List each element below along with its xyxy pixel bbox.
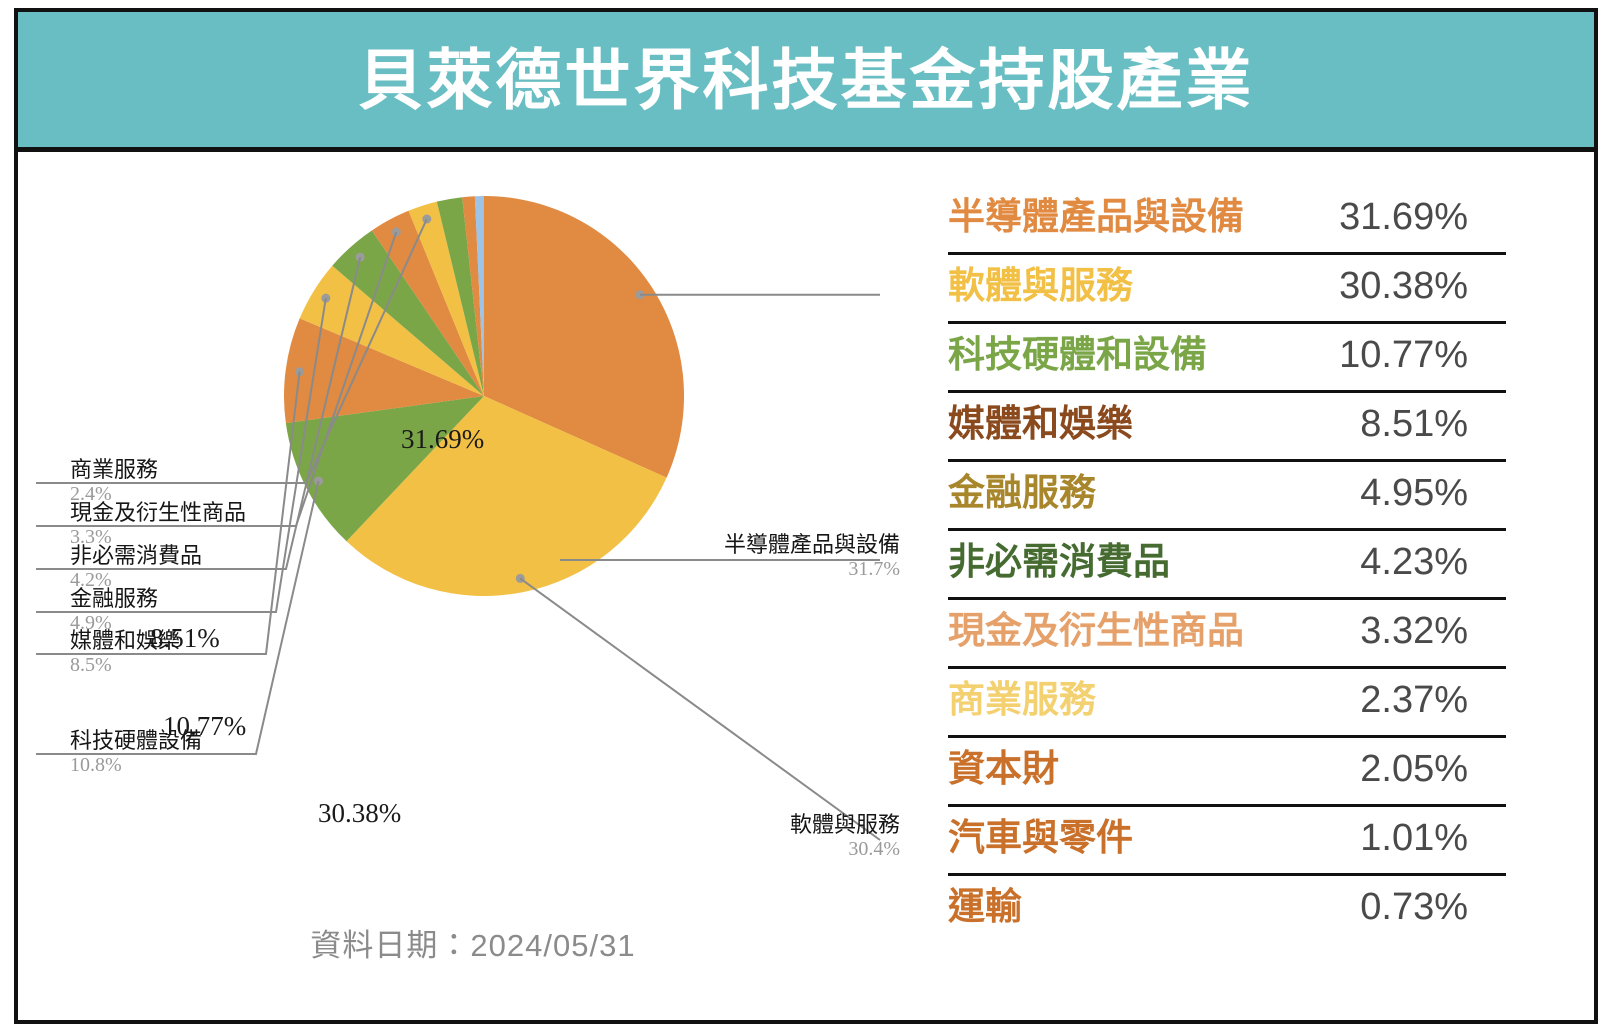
pie-value-label-semiconductors: 31.69% bbox=[401, 424, 485, 454]
pie-slice[interactable] bbox=[285, 396, 484, 542]
callout-financials: 金融服務 4.9% bbox=[70, 586, 158, 636]
legend-row[interactable]: 半導體產品與設備 31.69% bbox=[948, 186, 1506, 255]
pie-slice[interactable] bbox=[484, 196, 685, 478]
pie-chart: 31.69% 30.38% 10.77% 8.51% 半導體產品與設備 31.7… bbox=[18, 158, 928, 958]
legend-percent-value: 4.23% bbox=[1360, 541, 1468, 583]
pie-value-label-media: 8.51% bbox=[150, 623, 220, 653]
pie-slice[interactable] bbox=[299, 265, 484, 396]
legend-percent-value: 2.37% bbox=[1360, 679, 1468, 721]
pie-slice[interactable] bbox=[346, 396, 667, 596]
callout-media: 媒體和娛樂 8.5% bbox=[70, 628, 180, 678]
pie-value-label-software: 30.38% bbox=[318, 798, 402, 828]
callout-label: 商業服務 bbox=[70, 457, 159, 482]
callout-consumer-discretionary: 非必需消費品 4.2% bbox=[70, 543, 202, 593]
legend-row[interactable]: 運輸 0.73% bbox=[948, 876, 1506, 945]
data-date-footer: 資料日期：2024/05/31 bbox=[310, 928, 636, 963]
legend-row[interactable]: 汽車與零件 1.01% bbox=[948, 807, 1506, 876]
callout-label: 半導體產品與設備 bbox=[723, 532, 900, 557]
callout-percent: 31.7% bbox=[848, 557, 900, 580]
callout-percent: 2.4% bbox=[70, 482, 112, 505]
callout-label: 軟體與服務 bbox=[789, 812, 900, 837]
legend-category-label: 非必需消費品 bbox=[948, 541, 1170, 582]
legend-category-label: 資本財 bbox=[948, 748, 1059, 789]
pie-slice[interactable] bbox=[408, 201, 484, 396]
leader-anchor-dot bbox=[422, 214, 432, 224]
legend-row[interactable]: 媒體和娛樂 8.51% bbox=[948, 393, 1506, 462]
title-band: 貝萊德世界科技基金持股產業 bbox=[18, 12, 1594, 152]
leader-line bbox=[36, 371, 301, 655]
legend-percent-value: 30.38% bbox=[1339, 265, 1468, 307]
legend-percent-value: 10.77% bbox=[1339, 334, 1468, 376]
legend-category-label: 科技硬體和設備 bbox=[948, 334, 1207, 375]
legend-category-label: 金融服務 bbox=[948, 472, 1096, 513]
legend-percent-value: 4.95% bbox=[1360, 472, 1468, 514]
pie-slice[interactable] bbox=[462, 196, 484, 396]
leader-line bbox=[36, 218, 428, 484]
pie-slice[interactable] bbox=[371, 210, 484, 396]
leader-line-group bbox=[36, 214, 881, 841]
pie-value-label-hardware: 10.77% bbox=[163, 711, 247, 741]
callout-percent: 30.4% bbox=[848, 837, 900, 860]
legend-percent-value: 2.05% bbox=[1360, 748, 1468, 790]
legend-table: 半導體產品與設備 31.69% 軟體與服務 30.38% 科技硬體和設備 10.77% 媒體… bbox=[948, 186, 1506, 945]
leader-line bbox=[519, 577, 881, 841]
legend-category-label: 運輸 bbox=[948, 886, 1022, 927]
legend-row[interactable]: 金融服務 4.95% bbox=[948, 462, 1506, 531]
callout-label: 非必需消費品 bbox=[70, 543, 203, 568]
callout-percent: 4.2% bbox=[70, 568, 112, 591]
legend-row[interactable]: 資本財 2.05% bbox=[948, 738, 1506, 807]
legend-row[interactable]: 現金及衍生性商品 3.32% bbox=[948, 600, 1506, 669]
callout-percent: 10.8% bbox=[70, 753, 122, 776]
callout-label: 媒體和娛樂 bbox=[70, 628, 181, 653]
legend-category-label: 現金及衍生性商品 bbox=[948, 610, 1244, 651]
legend-percent-value: 31.69% bbox=[1339, 196, 1468, 238]
pie-slice-group bbox=[283, 196, 685, 596]
leader-line bbox=[36, 297, 327, 613]
card-frame bbox=[14, 8, 1598, 1024]
legend-row[interactable]: 商業服務 2.37% bbox=[948, 669, 1506, 738]
callout-hardware: 科技硬體設備 10.8% bbox=[70, 728, 202, 778]
legend-percent-value: 0.73% bbox=[1360, 886, 1468, 928]
legend-category-label: 半導體產品與設備 bbox=[948, 196, 1244, 237]
callout-software: 軟體與服務 30.4% bbox=[580, 812, 900, 862]
page-title: 貝萊德世界科技基金持股產業 bbox=[357, 42, 1255, 117]
callout-label: 科技硬體設備 bbox=[70, 728, 203, 753]
legend-percent-value: 1.01% bbox=[1360, 817, 1468, 859]
pie-chart-svg bbox=[36, 196, 881, 841]
callout-percent: 4.9% bbox=[70, 611, 112, 634]
leader-line bbox=[36, 231, 398, 527]
leader-anchor-dot bbox=[321, 293, 331, 303]
legend-percent-value: 8.51% bbox=[1360, 403, 1468, 445]
leader-line bbox=[36, 480, 320, 755]
legend-category-label: 媒體和娛樂 bbox=[948, 403, 1133, 444]
callout-commercial-services: 商業服務 2.4% bbox=[70, 457, 158, 507]
legend-percent-value: 3.32% bbox=[1360, 610, 1468, 652]
callout-semiconductors: 半導體產品與設備 31.7% bbox=[580, 532, 900, 582]
legend-row[interactable]: 科技硬體和設備 10.77% bbox=[948, 324, 1506, 393]
leader-anchor-dot bbox=[391, 227, 401, 237]
legend-row[interactable]: 非必需消費品 4.23% bbox=[948, 531, 1506, 600]
legend-row[interactable]: 軟體與服務 30.38% bbox=[948, 255, 1506, 324]
callout-cash-derivatives: 現金及衍生性商品 3.3% bbox=[70, 500, 246, 550]
pie-slice[interactable] bbox=[332, 230, 484, 396]
callout-label: 金融服務 bbox=[70, 586, 159, 611]
callout-percent: 8.5% bbox=[70, 653, 112, 676]
legend-category-label: 軟體與服務 bbox=[948, 265, 1133, 306]
pie-chart-area: 31.69% 30.38% 10.77% 8.51% 半導體產品與設備 31.7… bbox=[18, 158, 928, 1018]
pie-slice[interactable] bbox=[436, 197, 484, 396]
callout-percent: 3.3% bbox=[70, 525, 112, 548]
pie-slice[interactable] bbox=[283, 318, 484, 424]
callout-label: 現金及衍生性商品 bbox=[70, 500, 247, 525]
pie-slice[interactable] bbox=[474, 196, 484, 396]
leader-line bbox=[36, 256, 362, 570]
legend-category-label: 商業服務 bbox=[948, 679, 1096, 720]
legend-category-label: 汽車與零件 bbox=[948, 817, 1133, 858]
